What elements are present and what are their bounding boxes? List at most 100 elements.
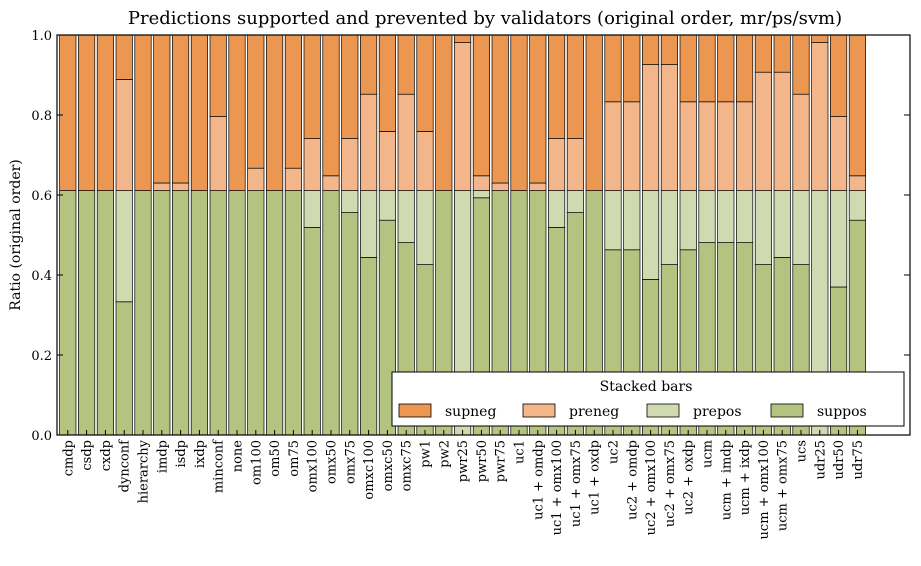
- x-tick-label: uc2 + omx75: [663, 440, 678, 527]
- bar-supneg-31: [642, 34, 660, 65]
- bar-supneg-38: [773, 34, 791, 73]
- bar-prepos-16: [360, 190, 378, 258]
- bar-supneg-7: [190, 34, 208, 191]
- plot-frame: [56, 34, 911, 436]
- x-tick-label: ixdp: [193, 440, 208, 468]
- bar-prepos-41: [830, 190, 848, 288]
- legend: Stacked bars supneg preneg prepos suppos: [391, 371, 905, 427]
- bar-preneg-26: [548, 138, 566, 191]
- x-tick-label: pwr75: [494, 440, 509, 482]
- bar-prepos-31: [642, 190, 660, 280]
- y-tick-label: 1.0: [31, 29, 52, 44]
- legend-title: Stacked bars: [600, 379, 693, 395]
- x-tick-label: cxdp: [99, 440, 114, 471]
- x-tick-label: ucm + imdp: [719, 440, 734, 520]
- bar-supneg-20: [435, 34, 453, 191]
- bar-suppos-14: [322, 190, 340, 436]
- bar-preneg-42: [848, 175, 866, 191]
- bar-suppos-3: [115, 301, 133, 436]
- bar-preneg-31: [642, 64, 660, 191]
- bar-preneg-10: [247, 167, 265, 191]
- x-tick-label: uc2: [607, 440, 622, 464]
- bar-prepos-32: [660, 190, 678, 265]
- bar-preneg-5: [153, 182, 171, 191]
- x-tick-label: omx50: [325, 440, 340, 484]
- x-tick-label: omx100: [306, 440, 321, 492]
- bar-prepos-36: [736, 190, 754, 243]
- x-tick-label: ucs: [795, 440, 810, 462]
- bar-prepos-15: [341, 190, 359, 213]
- bar-prepos-19: [416, 190, 434, 265]
- bar-suppos-9: [228, 190, 246, 436]
- bar-supneg-17: [378, 34, 396, 132]
- bar-preneg-14: [322, 175, 340, 191]
- x-tick-label: minconf: [212, 439, 227, 493]
- legend-swatch-suppos: [770, 403, 804, 418]
- x-tick-label: hierarchy: [137, 439, 152, 503]
- bar-preneg-8: [209, 116, 227, 191]
- bar-preneg-25: [529, 182, 547, 191]
- bar-prepos-30: [623, 190, 641, 251]
- bar-suppos-7: [190, 190, 208, 436]
- bar-supneg-28: [585, 34, 603, 191]
- bar-supneg-11: [266, 34, 284, 191]
- bar-supneg-35: [717, 34, 735, 103]
- x-tick-label: ucm: [701, 440, 716, 468]
- x-tick-label: uc2 + oxdp: [682, 440, 697, 515]
- y-tick-label: 0.8: [31, 109, 52, 124]
- x-tick-label: om100: [249, 440, 264, 485]
- bar-supneg-5: [153, 34, 171, 184]
- bar-supneg-27: [566, 34, 584, 139]
- bar-prepos-33: [679, 190, 697, 251]
- bar-suppos-2: [96, 190, 114, 436]
- bar-supneg-26: [548, 34, 566, 139]
- bar-prepos-42: [848, 190, 866, 221]
- legend-swatch-supneg: [398, 403, 432, 418]
- x-tick-label: ucm + ixdp: [738, 440, 753, 515]
- bar-supneg-41: [830, 34, 848, 117]
- y-axis-label: Ratio (original order): [8, 159, 24, 311]
- x-tick-label: uc2 + omx100: [644, 440, 659, 535]
- bar-preneg-13: [303, 138, 321, 191]
- bar-preneg-3: [115, 79, 133, 191]
- x-tick-label: csdp: [80, 440, 95, 471]
- legend-swatch-prepos: [646, 403, 680, 418]
- legend-items: supneg preneg prepos suppos: [398, 403, 867, 420]
- legend-label-suppos: suppos: [817, 404, 867, 420]
- x-tick-label: pwr50: [475, 440, 490, 482]
- bar-preneg-41: [830, 116, 848, 191]
- bar-supneg-29: [604, 34, 622, 103]
- bar-suppos-15: [341, 212, 359, 436]
- bar-preneg-23: [491, 182, 509, 191]
- bar-prepos-3: [115, 190, 133, 303]
- x-tick-label: dynconf: [118, 439, 133, 493]
- bar-preneg-30: [623, 101, 641, 191]
- bar-preneg-34: [698, 101, 716, 191]
- x-tick-label: om50: [268, 440, 283, 477]
- bar-supneg-13: [303, 34, 321, 139]
- x-tick-label: uc1 + omx75: [569, 440, 584, 527]
- legend-swatch-preneg: [522, 403, 556, 418]
- bar-preneg-16: [360, 93, 378, 191]
- x-tick-label: pwr25: [456, 440, 471, 482]
- x-tick-label: omxc75: [400, 440, 415, 491]
- x-tick-label: ucm + omx75: [776, 440, 791, 531]
- bar-preneg-22: [472, 175, 490, 191]
- bar-suppos-8: [209, 190, 227, 436]
- bar-supneg-6: [172, 34, 190, 184]
- x-tick-label: uc1: [513, 440, 528, 464]
- legend-label-prepos: prepos: [693, 404, 742, 420]
- bar-prepos-22: [472, 190, 490, 199]
- bar-preneg-33: [679, 101, 697, 191]
- bar-preneg-17: [378, 131, 396, 191]
- legend-label-supneg: supneg: [445, 404, 496, 420]
- bar-supneg-40: [811, 34, 829, 43]
- bar-supneg-32: [660, 34, 678, 65]
- bar-preneg-38: [773, 71, 791, 191]
- x-tick-label: pw1: [419, 440, 434, 468]
- bar-suppos-16: [360, 257, 378, 436]
- bar-supneg-3: [115, 34, 133, 80]
- bar-preneg-18: [397, 93, 415, 191]
- x-tick-label: isdp: [174, 440, 189, 467]
